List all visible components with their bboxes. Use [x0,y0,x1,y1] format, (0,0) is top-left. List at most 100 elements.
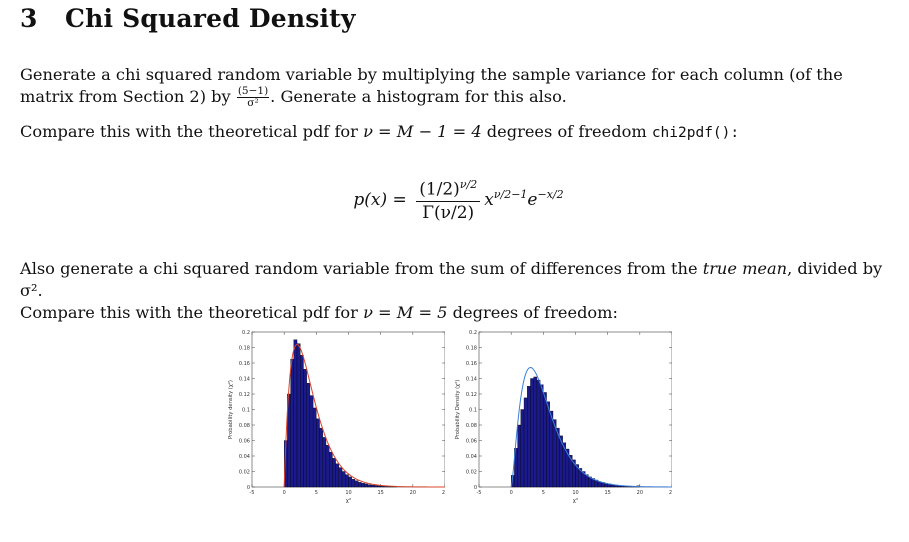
x-tick-label: 25 [442,490,445,496]
histogram-chart-true-mean: 0 0.02 0.04 0.06 0.08 0.1 0.12 0.14 0.16 0.18 0.2 -… [452,325,675,514]
histogram-bar [312,407,317,488]
paragraph1-text-a: Generate a chi squared random variable b… [20,65,843,106]
histogram-bar [527,386,531,488]
histogram-bar [530,378,534,488]
x-axis-label: χ² [573,497,578,504]
histogram-bar [523,397,528,488]
x-tick-label: 15 [604,490,610,496]
scaling-fraction: (5−1) σ² [236,85,270,109]
histogram-bar [319,427,323,488]
histogram-bar [341,471,346,488]
histogram-bar [306,382,311,488]
section-title: Chi Squared Density [65,4,356,33]
equation-lhs: p(x) = [353,189,407,210]
fraction-denominator: σ² [247,97,259,109]
histogram-bar [329,451,333,488]
x-tick-label: 20 [637,490,643,496]
paragraph3-line2-a: Compare this with the theoretical pdf fo… [20,303,364,322]
chart-svg-right: 0 0.02 0.04 0.06 0.08 0.1 0.12 0.14 0.16 0.18 0.2 -… [455,330,675,504]
histogram-bar [351,479,356,488]
histogram-bar [303,369,307,488]
section-number: 3 [20,4,38,33]
x-axis-label: χ² [346,497,351,504]
equation-e: e [527,189,538,210]
y-tick-label: 0.04 [239,454,250,460]
y-axis-label: Probability Density (χ²) [455,380,461,440]
x-tick-label: 25 [669,490,672,496]
histogram-bar [361,482,365,488]
section-heading: 3 Chi Squared Density [20,4,356,33]
x-tick-label: 10 [572,490,578,496]
histogram-bar [546,401,550,488]
histogram-bar [290,358,294,488]
histogram-bar [335,463,340,488]
y-tick-label: 0.14 [466,377,477,383]
y-tick-label: 0.12 [239,392,250,398]
y-tick-label: 0.16 [239,361,250,367]
histogram-bar [552,419,557,488]
plot-frame [251,331,446,488]
histogram-bar [348,476,352,488]
equation-e-exponent: −x/2 [537,188,564,202]
paragraph3-text-a: Also generate a chi squared random varia… [20,259,703,278]
paragraph-chi-squared-generate: Generate a chi squared random variable b… [20,64,895,109]
paragraph2-text-a: Compare this with the theoretical pdf fo… [20,122,364,141]
histogram-bar [364,483,368,488]
y-axis-label: Probability density (χ²) [228,380,234,439]
y-tick-label: 0.12 [466,392,477,398]
histogram-bar [549,410,554,488]
y-tick-label: 0.02 [239,470,250,476]
dof-expression: ν = M − 1 = 4 [363,122,482,141]
x-tick-label: 5 [542,490,545,496]
histogram-bar [367,484,372,488]
chart-svg-left: 0 0.02 0.04 0.06 0.08 0.1 0.12 0.14 0.16 0.18 0.2 -… [228,330,448,504]
theoretical-pdf-curve [283,343,445,488]
y-tick-label: 0 [474,485,477,491]
histogram-bar [354,480,359,488]
equation-x: x [484,189,494,210]
equation-x-exponent: ν/2−1 [493,188,528,202]
histogram-bar [539,384,544,488]
y-tick-label: 0.16 [466,361,477,367]
histogram-bar [543,392,547,488]
equation-denominator: Γ(ν/2) [422,202,475,223]
numerator-exponent: ν/2 [459,178,478,191]
paragraph-true-mean: Also generate a chi squared random varia… [20,258,895,324]
paragraph3-line2-b: degrees of freedom: [447,303,618,322]
equation-numerator: (1/2)ν/2 [416,178,481,202]
x-tick-label: -5 [477,490,482,496]
numerator-base: (1/2) [419,179,460,200]
paragraph2-text-b: degrees of freedom [481,122,652,141]
y-tick-label: 0.04 [466,454,477,460]
x-tick-label: 15 [377,490,383,496]
histogram-bar [338,467,343,488]
y-tick-label: 0.18 [466,346,477,352]
histogram-bar [300,355,304,488]
dof-expression-2: ν = M = 5 [363,303,448,322]
y-tick-label: 0.18 [239,346,250,352]
histogram-bar [293,339,298,488]
fraction-numerator: (5−1) [236,85,270,98]
equation-fraction: (1/2)ν/2 Γ(ν/2) [416,178,481,223]
histogram-bar [309,395,314,488]
x-tick-label: -5 [250,490,255,496]
paragraph3-text-b: , divided by σ². [20,259,883,300]
histogram-bar [520,409,525,488]
x-tick-label: 20 [410,490,416,496]
histogram-bar [380,486,385,488]
histogram-chart-sample-variance: 0 0.02 0.04 0.06 0.08 0.1 0.12 0.14 0.16 0.18 0.2 -… [225,325,448,514]
chi-squared-pdf-equation: p(x) = (1/2)ν/2 Γ(ν/2) xν/2−1e−x/2 [0,178,909,223]
histogram-bar [370,484,375,488]
y-tick-label: 0.08 [239,423,250,429]
y-tick-label: 0.1 [242,408,250,414]
histogram-bar [322,437,327,488]
x-tick-label: 10 [345,490,351,496]
y-tick-label: 0.2 [469,330,477,336]
x-tick-label: 0 [283,490,286,496]
histogram-bar [536,379,541,488]
x-tick-label: 0 [510,490,513,496]
histogram-bar [377,485,381,488]
y-tick-label: 0 [247,485,250,491]
paragraph1-text-b: . Generate a histogram for this also. [270,87,567,106]
histogram-bar [325,444,330,488]
